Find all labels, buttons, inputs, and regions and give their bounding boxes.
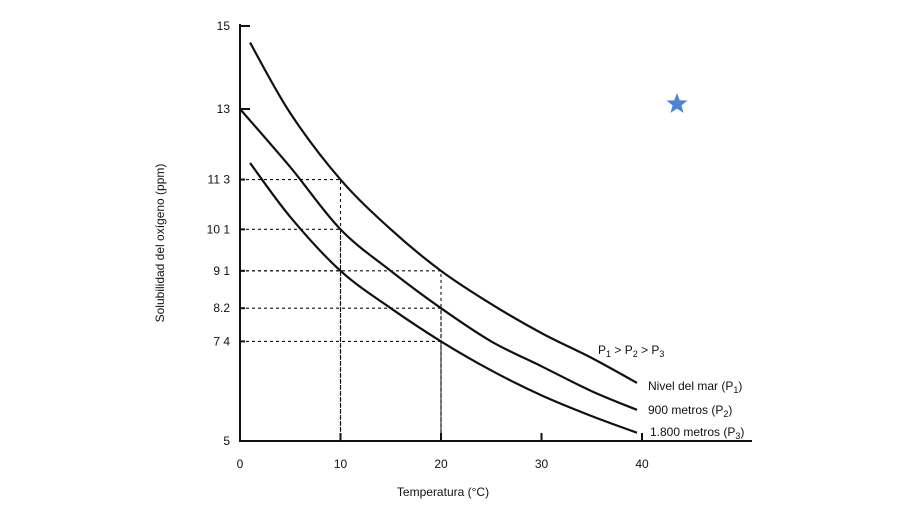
series-curve-2: [239, 108, 638, 411]
series-label-2: 900 metros (P2): [648, 403, 732, 419]
series-label-1: Nivel del mar (P1): [648, 379, 742, 395]
relation-sub-3: 3: [659, 349, 664, 359]
star-icon: [666, 93, 688, 113]
series-curve-3: [249, 162, 638, 434]
series-label-subscript-2: 2: [723, 409, 728, 419]
reference-guide-2: [240, 270, 342, 441]
relation-gt-p2: > P: [611, 343, 633, 357]
series-label-close-2: ): [728, 403, 732, 417]
y-tick-label-1: 7 4: [213, 334, 230, 348]
x-tick-label-2: 20: [434, 457, 448, 471]
reference-guide-0: [240, 179, 342, 441]
series-label-text-3: 1.800 metros (P: [650, 425, 735, 439]
x-tick-label-3: 30: [535, 457, 549, 471]
series-label-text-1: Nivel del mar (P: [648, 379, 733, 393]
y-tick-label-3: 9 1: [213, 264, 230, 278]
relation-p1: P: [598, 343, 606, 357]
y-tick-label-4: 10 1: [207, 222, 231, 236]
relation-gt-p3: > P: [638, 343, 660, 357]
series-label-3: 1.800 metros (P3): [650, 425, 744, 441]
relation-sub-1: 1: [606, 349, 611, 359]
series-label-subscript-3: 3: [735, 431, 740, 441]
series-curve-1: [249, 42, 638, 384]
y-tick-label-2: 8.2: [213, 301, 230, 315]
pressure-relation-label: P1 > P2 > P3: [598, 343, 664, 359]
x-tick-label-4: 40: [635, 457, 649, 471]
y-tick-label-6: 13: [217, 102, 231, 116]
y-tick-label-7: 15: [217, 19, 231, 33]
y-axis-title: Solubilidad del oxígeno (ppm): [153, 164, 167, 323]
series-label-text-2: 900 metros (P: [648, 403, 723, 417]
series-label-close-3: ): [740, 425, 744, 439]
x-tick-label-0: 0: [237, 457, 244, 471]
relation-sub-2: 2: [633, 349, 638, 359]
x-axis-title: Temperatura (°C): [397, 485, 489, 499]
series-label-subscript-1: 1: [733, 385, 738, 395]
x-tick-label-1: 10: [334, 457, 348, 471]
y-tick-label-5: 11 3: [208, 173, 231, 187]
series-label-close-1: ): [738, 379, 742, 393]
y-tick-label-0: 5: [223, 434, 230, 448]
reference-guide-1: [240, 228, 342, 441]
